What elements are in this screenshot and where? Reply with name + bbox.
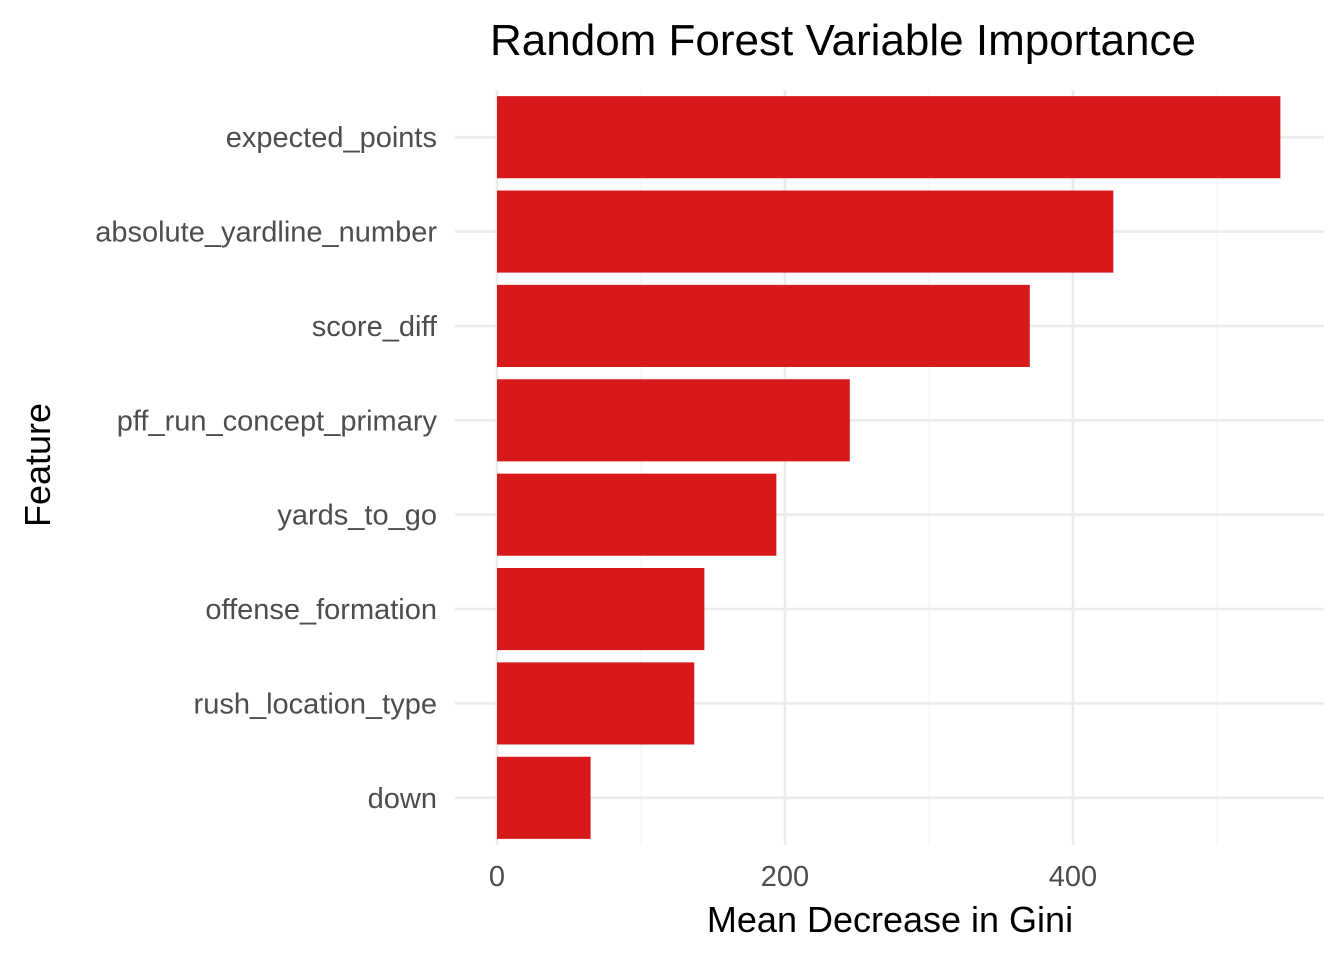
bar-yards-to-go [497,473,777,556]
y-tick-label: yards_to_go [277,500,437,532]
y-tick-label: rush_location_type [194,688,437,720]
y-tick-label: score_diff [312,311,438,343]
x-tick-label: 0 [489,861,505,893]
bar-absolute-yardline-number [497,190,1114,273]
y-tick-label: pff_run_concept_primary [117,405,438,437]
y-axis-tick-labels: expected_points absolute_yardline_numbers… [95,122,438,815]
y-tick-label: expected_points [226,122,437,154]
x-axis-title: Mean Decrease in Gini [707,899,1073,940]
y-tick-label: absolute_yardline_number [95,217,437,249]
x-axis-tick-labels: 0 200 400 [489,861,1097,893]
y-axis-title: Feature [17,403,58,527]
bar-score-diff [497,284,1030,367]
bar-pff-run-concept-primary [497,379,850,462]
bars [497,96,1281,839]
x-tick-label: 400 [1049,861,1097,893]
bar-rush-location-type [497,662,695,745]
bar-offense-formation [497,568,705,651]
y-tick-label: down [368,783,437,815]
chart-title: Random Forest Variable Importance [490,16,1196,65]
bar-expected-points [497,96,1281,179]
x-tick-label: 200 [761,861,809,893]
y-tick-label: offense_formation [205,594,437,626]
bar-down [497,756,591,839]
